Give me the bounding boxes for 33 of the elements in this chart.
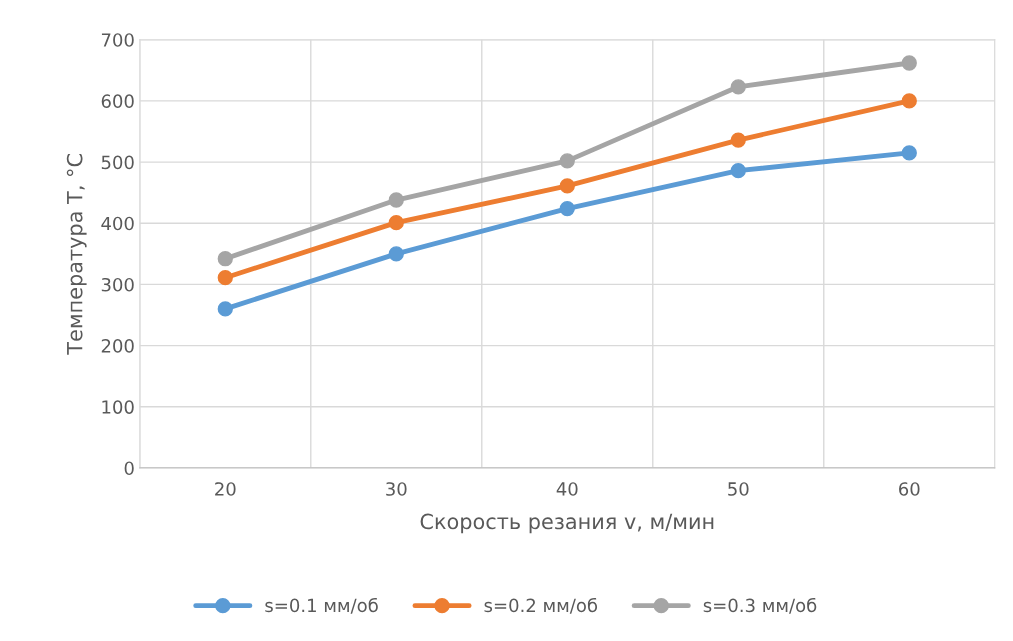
y-axis-title: Температура T, °C (66, 154, 87, 355)
point (730, 132, 746, 148)
point (730, 79, 746, 95)
point (559, 153, 575, 169)
point (901, 145, 917, 161)
y-tick-label: 700 (101, 33, 134, 47)
point (559, 200, 575, 217)
y-tick-label: 500 (101, 155, 134, 170)
y-tick-label: 0 (124, 461, 134, 476)
point (388, 246, 404, 262)
y-tick-label: 200 (101, 339, 134, 353)
point (388, 192, 404, 208)
point (388, 214, 404, 231)
x-axis-title: Скорость резания v, м/мин (420, 513, 714, 534)
point (559, 178, 575, 194)
x-tick-label: 30 (386, 482, 407, 496)
x-tick-label: 20 (215, 482, 236, 496)
point (217, 251, 233, 267)
x-tick-label: 60 (899, 482, 920, 496)
legend-label: s=0.2 мм/об (484, 597, 598, 614)
y-tick-label: 400 (101, 216, 134, 231)
y-tick-label: 300 (101, 277, 134, 292)
y-tick-label: 600 (101, 94, 134, 109)
point (217, 301, 233, 317)
point (217, 270, 233, 286)
y-tick-label: 100 (102, 400, 134, 414)
legend-label: s=0.3 мм/об (703, 597, 817, 614)
point (901, 93, 917, 109)
x-tick-label: 50 (728, 482, 749, 496)
legend-label: s=0.1 мм/об (265, 597, 378, 614)
x-tick-label: 40 (556, 482, 578, 496)
point (901, 55, 917, 71)
point (730, 163, 746, 179)
